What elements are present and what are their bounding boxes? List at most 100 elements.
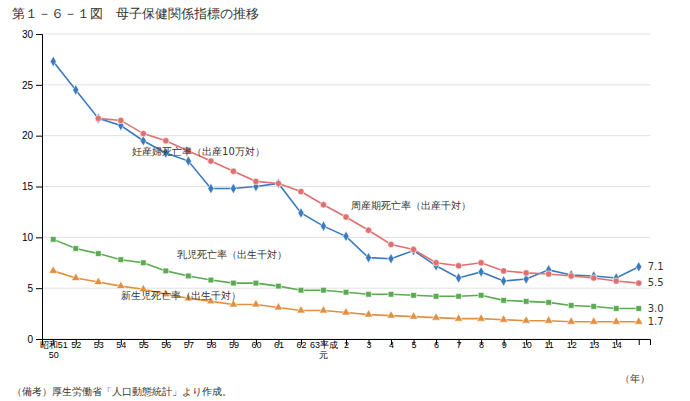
axis-line: [36, 35, 43, 340]
series-line: [53, 61, 638, 281]
tick-label: 9: [502, 340, 507, 350]
tick: 9: [502, 339, 507, 350]
point: [568, 270, 574, 281]
tick-mark: [36, 237, 42, 238]
tick-label-line: 55: [139, 340, 149, 350]
tick-label-line: 6: [434, 340, 439, 350]
point: [50, 56, 56, 67]
point: [365, 227, 371, 233]
tick: 53: [94, 339, 104, 350]
tick-label: 58: [206, 340, 216, 350]
tick: 63平成元: [310, 339, 338, 360]
point: [433, 293, 439, 299]
point: [95, 115, 101, 121]
point: [298, 188, 304, 194]
point: [591, 275, 597, 281]
point: [456, 293, 462, 299]
point: [433, 260, 439, 266]
point: [613, 306, 619, 312]
tick-label: 57: [184, 340, 194, 350]
tick: 13: [589, 339, 599, 350]
tick-label: 6: [434, 340, 439, 350]
grid-line: [42, 186, 650, 187]
annotation: 3.0: [648, 303, 664, 314]
tick-mark: [36, 85, 42, 86]
point: [208, 158, 214, 164]
point: [568, 273, 574, 279]
tick-label-line: 4: [389, 340, 394, 350]
point: [477, 314, 486, 321]
point: [208, 277, 214, 283]
tick-label-line: 62: [296, 340, 306, 350]
point: [275, 178, 281, 189]
point: [589, 317, 598, 324]
point: [186, 273, 192, 279]
tick-label-line: 2: [344, 340, 349, 350]
tick: 6: [434, 339, 439, 350]
point: [568, 303, 574, 309]
point: [320, 221, 326, 232]
tick-label: 53: [94, 340, 104, 350]
tick: 61: [274, 339, 284, 350]
point: [545, 271, 551, 277]
y-axis: 051015202530: [22, 29, 43, 345]
point: [478, 267, 484, 278]
tick: 8: [479, 339, 484, 350]
point: [276, 283, 282, 289]
tick-label: 8: [479, 340, 484, 350]
point: [73, 246, 79, 252]
tick-label: 13: [589, 340, 599, 350]
tick: 60: [251, 339, 261, 350]
point: [523, 299, 529, 305]
tick: 14: [612, 339, 622, 350]
tick-label-line: 61: [274, 340, 284, 350]
tick-label-line: 5: [412, 340, 417, 350]
point: [343, 231, 349, 242]
tick: 59: [229, 339, 239, 350]
point: [636, 306, 642, 312]
tick-label-line: 50: [49, 350, 59, 360]
point: [118, 117, 124, 123]
tick-label: 62: [296, 340, 306, 350]
x-axis: 昭和5150525354555657585960616263平成元2345678…: [40, 339, 651, 360]
point: [141, 260, 147, 266]
tick-label-line: 59: [229, 340, 239, 350]
point: [95, 251, 101, 257]
point: [163, 138, 169, 144]
point: [478, 292, 484, 298]
annotation: 新生児死亡率（出生千対）: [121, 290, 241, 301]
point: [387, 311, 396, 318]
tick-label: 0: [27, 334, 33, 345]
point: [591, 271, 597, 282]
point: [117, 281, 126, 288]
point: [478, 260, 484, 266]
point: [298, 208, 304, 219]
tick-label-line: 56: [161, 340, 171, 350]
tick-label: 20: [22, 130, 34, 141]
point: [454, 314, 463, 321]
tick: 11: [544, 339, 553, 350]
tick-label-line: 10: [522, 340, 532, 350]
tick: 54: [116, 339, 126, 350]
point: [366, 291, 372, 297]
tick: 58: [206, 339, 216, 350]
tick-label-line: 52: [71, 340, 81, 350]
tick: 15: [22, 181, 42, 192]
series: [50, 237, 641, 312]
point: [230, 183, 236, 194]
point: [94, 277, 103, 284]
point: [321, 287, 327, 293]
plot-area: [49, 56, 643, 324]
tick: 52: [71, 339, 81, 350]
tick-label: 3: [367, 340, 372, 350]
tick-label: 11: [544, 340, 553, 350]
point: [298, 287, 304, 293]
point: [365, 252, 371, 263]
tick: 5: [27, 283, 42, 294]
tick: 56: [161, 339, 171, 350]
tick: 3: [367, 339, 372, 350]
tick-label-line: 63平成: [310, 340, 338, 350]
tick-label: 10: [522, 340, 532, 350]
point: [49, 266, 58, 273]
point: [274, 303, 283, 310]
